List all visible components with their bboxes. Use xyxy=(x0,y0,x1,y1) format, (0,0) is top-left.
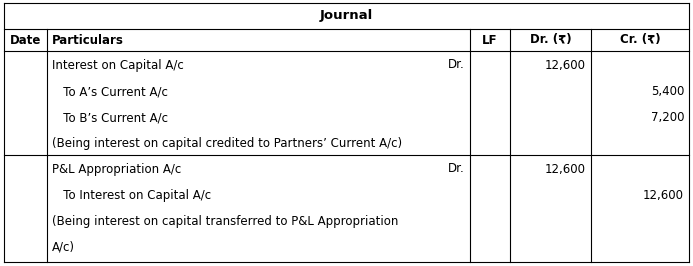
Text: Interest on Capital A/c: Interest on Capital A/c xyxy=(52,59,184,72)
Text: 12,600: 12,600 xyxy=(545,59,586,72)
Text: Dr.: Dr. xyxy=(448,163,465,176)
Text: 12,600: 12,600 xyxy=(643,189,684,202)
Text: Dr. (₹): Dr. (₹) xyxy=(529,34,571,47)
Text: To Interest on Capital A/c: To Interest on Capital A/c xyxy=(52,189,211,202)
Text: A/c): A/c) xyxy=(52,241,75,254)
Text: LF: LF xyxy=(482,34,498,47)
Text: 5,400: 5,400 xyxy=(651,85,684,98)
Text: Journal: Journal xyxy=(320,10,373,23)
Text: Date: Date xyxy=(10,34,41,47)
Text: (Being interest on capital credited to Partners’ Current A/c): (Being interest on capital credited to P… xyxy=(52,136,402,149)
Text: (Being interest on capital transferred to P&L Appropriation: (Being interest on capital transferred t… xyxy=(52,214,398,227)
Text: To A’s Current A/c: To A’s Current A/c xyxy=(52,85,168,98)
Text: Particulars: Particulars xyxy=(52,34,124,47)
Text: To B’s Current A/c: To B’s Current A/c xyxy=(52,111,168,124)
Text: 7,200: 7,200 xyxy=(651,111,684,124)
Text: P&L Appropriation A/c: P&L Appropriation A/c xyxy=(52,163,182,176)
Text: 12,600: 12,600 xyxy=(545,163,586,176)
Text: Cr. (₹): Cr. (₹) xyxy=(620,34,660,47)
Text: Dr.: Dr. xyxy=(448,59,465,72)
